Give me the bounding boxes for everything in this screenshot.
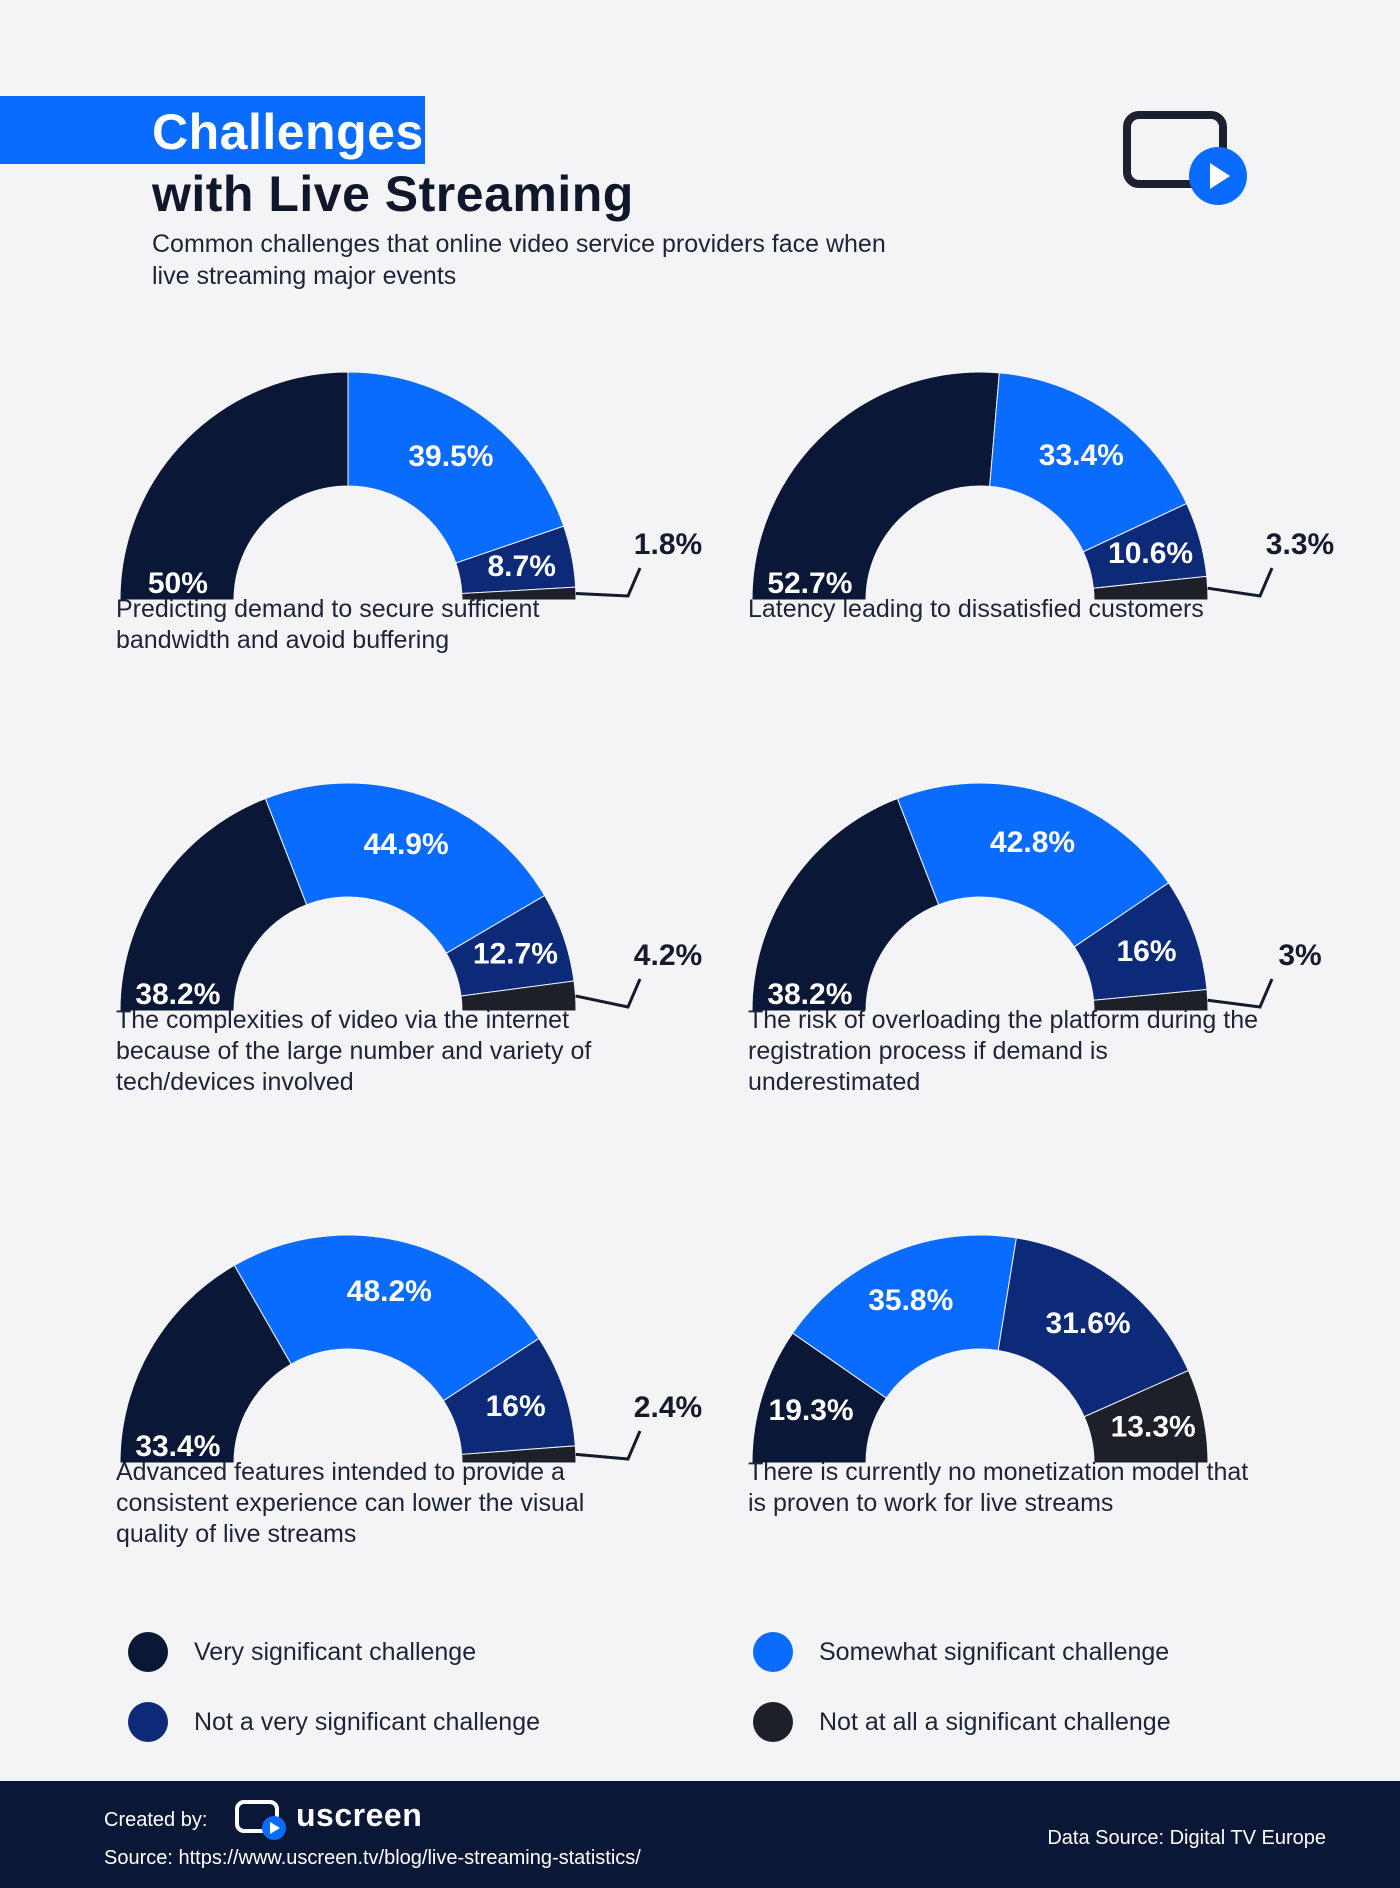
chart-caption-3: The complexities of video via the intern…	[116, 1006, 592, 1096]
label-very: 52.7%	[767, 567, 852, 600]
legend-label-very: Very significant challenge	[194, 1637, 477, 1666]
label-not-at-all: 13.3%	[1111, 1410, 1196, 1443]
label-not-at-all: 1.8%	[634, 528, 702, 561]
legend-label-not-at-all: Not at all a significant challenge	[819, 1707, 1171, 1736]
title-highlight-bar	[0, 96, 425, 164]
chart-caption-5: Advanced features intended to provide a …	[116, 1458, 585, 1548]
segment-somewhat	[989, 372, 1188, 553]
chart-caption-4: The risk of overloading the platform dur…	[748, 1006, 1258, 1096]
segment-not-at-all	[1092, 575, 1209, 601]
label-not-at-all: 2.4%	[634, 1391, 702, 1424]
leader-line-not-at-all	[1207, 978, 1274, 1009]
segment-very	[119, 797, 308, 1012]
segment-somewhat	[233, 1234, 540, 1402]
legend-swatch-very	[128, 1632, 168, 1672]
half-donut-chart-2: 52.7% 33.4% 10.6% 3.3%	[751, 371, 1334, 601]
label-not-very: 16%	[486, 1390, 546, 1423]
leader-line-not-at-all	[575, 978, 642, 1009]
half-donut-chart-6: 19.3% 35.8% 31.6% 13.3%	[751, 1234, 1209, 1464]
label-very: 19.3%	[769, 1394, 854, 1427]
label-very: 50%	[148, 567, 208, 600]
legend-item-somewhat: Somewhat significant challenge	[753, 1630, 1169, 1674]
data-source: Data Source: Digital TV Europe	[1047, 1827, 1326, 1849]
segment-not-at-all	[1083, 1369, 1209, 1464]
segment-somewhat	[264, 782, 546, 954]
legend-item-not-very: Not a very significant challenge	[128, 1700, 540, 1744]
video-play-icon	[1123, 111, 1247, 205]
label-not-very: 16%	[1117, 935, 1177, 968]
segment-somewhat	[896, 782, 1170, 948]
segment-not-at-all	[1092, 988, 1209, 1012]
label-somewhat: 44.9%	[364, 828, 449, 861]
legend-item-very: Very significant challenge	[128, 1630, 476, 1674]
chart-panel-3: 38.2% 44.9% 12.7% 4.2% The complexities of …	[0, 761, 702, 1161]
chart-legend: Very significant challenge Somewhat sign…	[0, 1620, 1400, 1770]
segment-not-at-all	[460, 980, 577, 1012]
leader-line-not-at-all	[575, 1430, 642, 1461]
label-somewhat: 33.4%	[1039, 439, 1124, 472]
legend-label-not-very: Not a very significant challenge	[194, 1707, 541, 1736]
label-not-very: 31.6%	[1046, 1307, 1131, 1340]
chart-caption-1: Predicting demand to secure sufficient b…	[116, 595, 540, 654]
segment-very	[119, 371, 349, 601]
page-title-line-1: Challenges	[152, 104, 424, 160]
label-very: 38.2%	[135, 978, 220, 1011]
half-donut-chart-3: 38.2% 44.9% 12.7% 4.2%	[119, 782, 702, 1012]
chart-panel-5: 33.4% 48.2% 16% 2.4% Advanced features inte…	[0, 1213, 702, 1613]
segment-not-very	[997, 1237, 1190, 1418]
footer: Created by: uscreen Source: https://www.…	[0, 1781, 1400, 1888]
chart-panel-2: 52.7% 33.4% 10.6% 3.3% Latency leading to d…	[632, 350, 1334, 750]
legend-swatch-not-at-all	[753, 1702, 793, 1742]
legend-item-not-at-all: Not at all a significant challenge	[753, 1700, 1171, 1744]
segment-very	[119, 1264, 292, 1464]
label-not-at-all: 3%	[1278, 939, 1321, 972]
label-not-very: 12.7%	[473, 937, 558, 970]
label-very: 38.2%	[767, 978, 852, 1011]
label-not-at-all: 4.2%	[634, 939, 702, 972]
segment-somewhat	[347, 371, 565, 564]
chart-caption-2: Latency leading to dissatisfied customer…	[748, 595, 1204, 623]
leader-line-not-at-all	[575, 567, 642, 598]
legend-label-somewhat: Somewhat significant challenge	[819, 1637, 1170, 1666]
segment-not-at-all	[461, 1445, 577, 1464]
segment-somewhat	[791, 1234, 1017, 1399]
label-not-very: 10.6%	[1108, 537, 1193, 570]
label-not-very: 8.7%	[488, 550, 556, 583]
label-very: 33.4%	[135, 1430, 220, 1463]
page-title-line-2: with Live Streaming	[152, 166, 634, 222]
label-somewhat: 42.8%	[990, 826, 1075, 859]
uscreen-logo-icon	[235, 1800, 286, 1840]
label-somewhat: 39.5%	[408, 440, 493, 473]
brand-name: uscreen	[296, 1797, 423, 1833]
created-by-label: Created by:	[104, 1809, 208, 1831]
leader-line-not-at-all	[1207, 567, 1274, 598]
segment-very	[751, 371, 1000, 601]
chart-panel-4: 38.2% 42.8% 16% 3% The risk of overloading …	[632, 761, 1322, 1161]
page-subtitle: Common challenges that online video serv…	[152, 230, 886, 290]
chart-panel-6: 19.3% 35.8% 31.6% 13.3% There is currently …	[632, 1213, 1252, 1613]
segment-not-at-all	[461, 586, 577, 601]
half-donut-chart-5: 33.4% 48.2% 16% 2.4%	[119, 1234, 702, 1464]
label-somewhat: 35.8%	[868, 1284, 953, 1317]
half-donut-chart-1: 50% 39.5% 8.7% 1.8%	[119, 371, 702, 601]
segment-very	[751, 797, 940, 1012]
half-donut-chart-4: 38.2% 42.8% 16% 3%	[751, 782, 1322, 1012]
legend-swatch-not-very	[128, 1702, 168, 1742]
label-not-at-all: 3.3%	[1266, 528, 1334, 561]
source-link[interactable]: Source: https://www.uscreen.tv/blog/live…	[104, 1847, 641, 1869]
legend-swatch-somewhat	[753, 1632, 793, 1672]
label-somewhat: 48.2%	[347, 1275, 432, 1308]
chart-panel-1: 50% 39.5% 8.7% 1.8% Predicting demand to se…	[0, 350, 702, 750]
chart-caption-6: There is currently no monetization model…	[748, 1458, 1249, 1517]
